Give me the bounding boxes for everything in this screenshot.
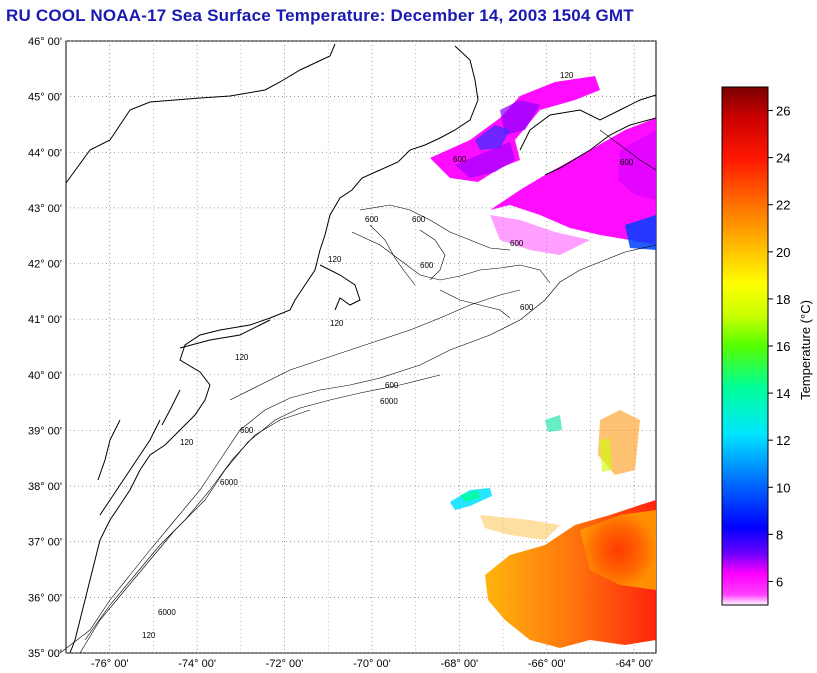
coastline — [65, 43, 657, 654]
contour-label: 600 — [420, 261, 434, 270]
contour-label: 600 — [510, 239, 524, 248]
colorbar-tick-label: 8 — [776, 527, 783, 542]
map-title: RU COOL NOAA-17 Sea Surface Temperature:… — [6, 6, 634, 25]
contour-label: 600 — [412, 215, 426, 224]
colorbar — [721, 86, 769, 606]
contour-label: 600 — [240, 426, 254, 435]
contour-labels: 600 600 600 600 600 600 600 600 600 6000… — [142, 71, 634, 640]
lat-tick-label: 43° 00' — [28, 203, 62, 215]
lon-tick-label: -66° 00' — [528, 658, 566, 670]
contour-label: 600 — [453, 155, 467, 164]
lat-tick-label: 40° 00' — [28, 370, 62, 382]
lon-tick-label: -70° 00' — [353, 658, 391, 670]
colorbar-tick-label: 26 — [776, 104, 790, 119]
longitude-labels: -76° 00' -74° 00' -72° 00' -70° 00' -68° 00'… — [91, 658, 653, 670]
lat-tick-label: 44° 00' — [28, 147, 62, 159]
lat-tick-label: 39° 00' — [28, 425, 62, 437]
lon-tick-label: -72° 00' — [266, 658, 304, 670]
colorbar-label: Temperature (°C) — [798, 300, 813, 400]
lat-tick-label: 46° 00' — [28, 36, 62, 48]
contour-label: 120 — [560, 71, 574, 80]
contour-label: 120 — [142, 631, 156, 640]
lon-tick-label: -64° 00' — [615, 658, 653, 670]
lat-tick-label: 37° 00' — [28, 537, 62, 549]
colorbar-tick-label: 6 — [776, 574, 783, 589]
contour-label: 120 — [235, 353, 249, 362]
lon-tick-label: -76° 00' — [91, 658, 129, 670]
contour-label: 6000 — [158, 608, 176, 617]
colorbar-tick-label: 16 — [776, 339, 790, 354]
colorbar-tick-label: 10 — [776, 480, 790, 495]
contour-label: 600 — [385, 381, 399, 390]
colorbar-tick-label: 12 — [776, 433, 790, 448]
lat-tick-label: 36° 00' — [28, 592, 62, 604]
lon-tick-label: -74° 00' — [178, 658, 216, 670]
contour-label: 600 — [520, 303, 534, 312]
contour-label: 120 — [328, 255, 342, 264]
bathymetry-contours — [59, 129, 657, 654]
sst-data-layer — [430, 76, 656, 648]
contour-label: 6000 — [380, 397, 398, 406]
contour-label: 6000 — [220, 478, 238, 487]
lat-tick-label: 45° 00' — [28, 92, 62, 104]
contour-label: 120 — [180, 438, 194, 447]
colorbar-tick-label: 14 — [776, 386, 790, 401]
lat-tick-label: 38° 00' — [28, 481, 62, 493]
lon-tick-label: -68° 00' — [440, 658, 478, 670]
colorbar-tick-label: 18 — [776, 292, 790, 307]
colorbar-tick-label: 24 — [776, 151, 790, 166]
contour-label: 120 — [330, 319, 344, 328]
colorbar-tick-label: 20 — [776, 245, 790, 260]
lat-tick-label: 35° 00' — [28, 648, 62, 660]
lat-tick-label: 41° 00' — [28, 314, 62, 326]
colorbar-ticks: 6 8 10 12 14 16 18 20 22 24 26 — [768, 104, 790, 589]
lat-tick-label: 42° 00' — [28, 259, 62, 271]
latitude-labels: 35° 00' 36° 00' 37° 00' 38° 00' 39° 00' 40° 0… — [28, 36, 62, 660]
contour-label: 600 — [365, 215, 379, 224]
colorbar-tick-label: 22 — [776, 198, 790, 213]
contour-label: 600 — [620, 158, 634, 167]
